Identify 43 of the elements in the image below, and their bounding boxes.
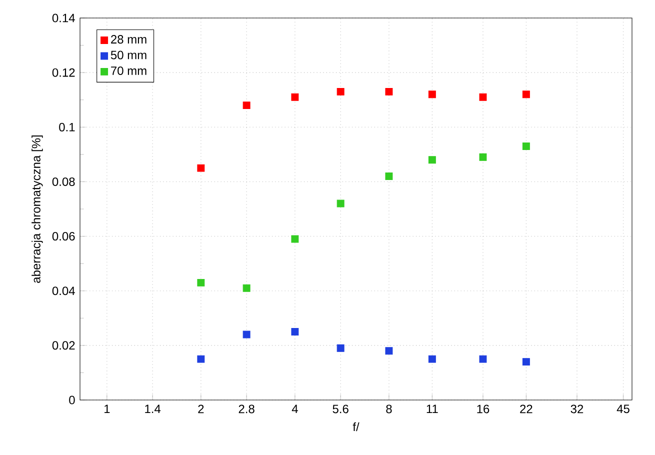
x-tick-label: 1 bbox=[104, 404, 110, 413]
x-tick-label: 5.6 bbox=[332, 404, 348, 414]
legend-label: 28 mm bbox=[111, 35, 146, 44]
y-tick-label: 0.06 bbox=[52, 232, 75, 241]
legend-label: 70 mm bbox=[111, 66, 146, 75]
x-tick-label: 2.8 bbox=[238, 404, 254, 414]
point bbox=[197, 164, 205, 172]
legend-label: 50 mm bbox=[110, 50, 146, 60]
point bbox=[428, 355, 436, 363]
x-tick-label: 45 bbox=[616, 404, 630, 414]
x-tick-label: 22 bbox=[520, 404, 532, 414]
x-tick-label: 1.4 bbox=[145, 404, 161, 413]
point bbox=[336, 88, 344, 96]
x-tick-label: 8 bbox=[386, 404, 392, 414]
point bbox=[428, 156, 436, 164]
point bbox=[336, 344, 344, 352]
point bbox=[291, 93, 299, 101]
y-axis-title: aberracja chromatyczna [%] bbox=[32, 136, 43, 283]
point bbox=[291, 328, 299, 336]
point bbox=[242, 330, 250, 338]
point bbox=[428, 90, 436, 98]
y-tick-label: 0 bbox=[69, 396, 75, 404]
point bbox=[522, 358, 530, 366]
y-tick-label: 0.12 bbox=[52, 68, 75, 77]
y-tick-label: 0.04 bbox=[52, 286, 75, 296]
y-tick-label: 0.02 bbox=[52, 341, 75, 350]
point bbox=[291, 235, 299, 243]
y-tick-label: 0.14 bbox=[52, 14, 75, 22]
x-tick-label: 4 bbox=[292, 404, 298, 413]
x-tick-label: 11 bbox=[426, 404, 438, 413]
point bbox=[197, 278, 205, 286]
point bbox=[336, 200, 344, 208]
point bbox=[522, 142, 530, 150]
x-tick-label: 2 bbox=[198, 404, 204, 414]
point bbox=[242, 284, 250, 292]
y-tick-label: 0.1 bbox=[59, 122, 75, 132]
x-tick-label: 32 bbox=[570, 404, 584, 414]
point bbox=[242, 102, 250, 110]
y-tick-label: 0.08 bbox=[52, 177, 75, 186]
point bbox=[197, 355, 205, 363]
x-tick-label: 16 bbox=[477, 404, 490, 414]
x-axis-title: f/ bbox=[352, 422, 360, 432]
point bbox=[522, 90, 530, 98]
